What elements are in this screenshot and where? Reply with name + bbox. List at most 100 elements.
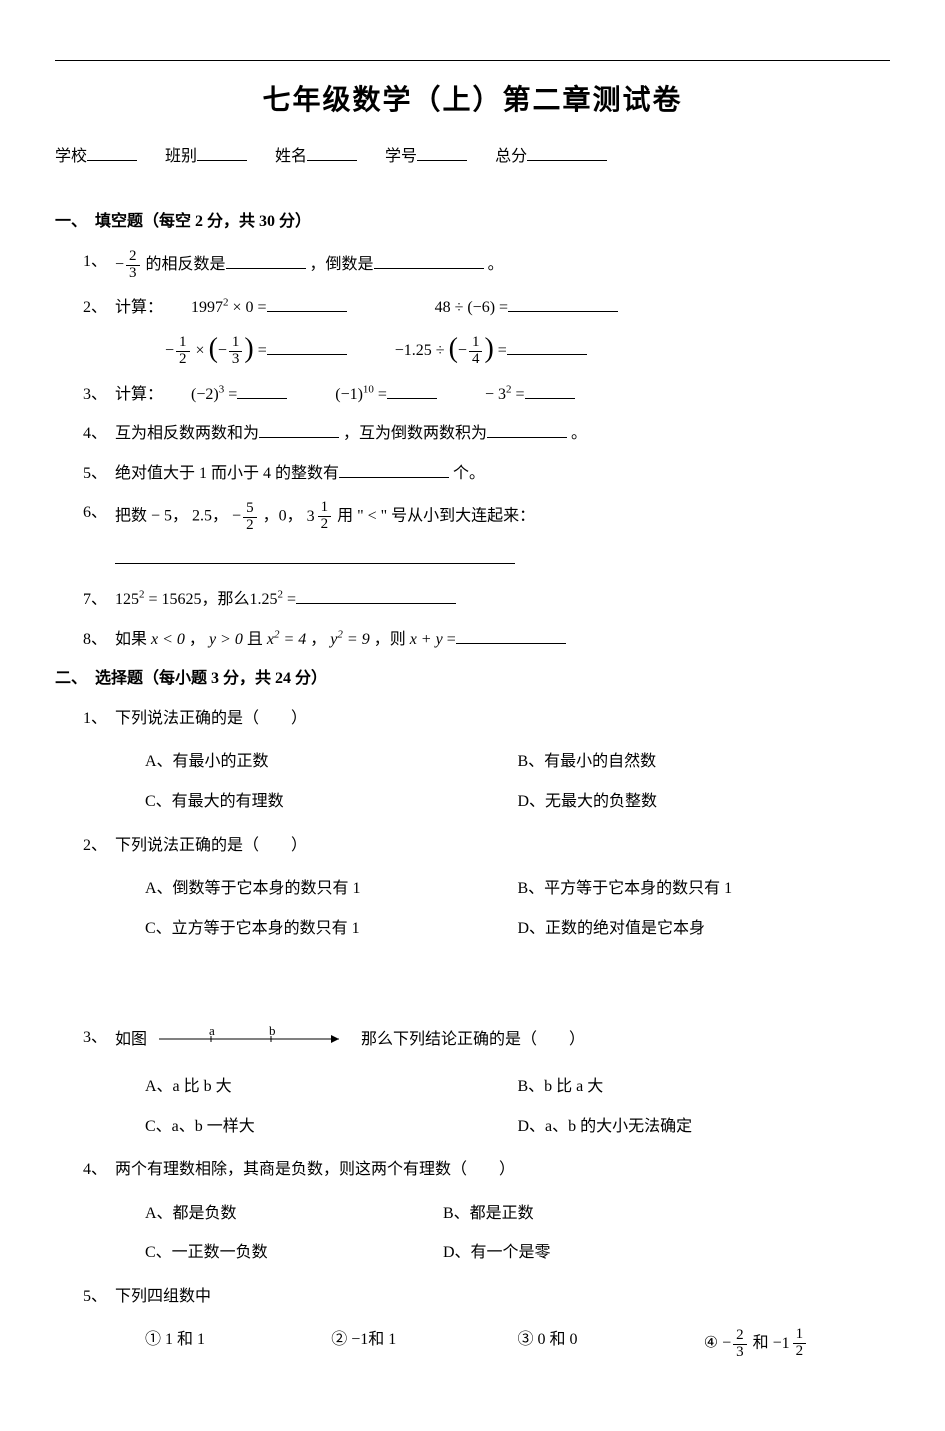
s1-q2-line2: −12 × (−13) = −1.25 ÷ (−14) =	[165, 335, 890, 368]
expr: (−2)3 =	[191, 386, 237, 403]
q-num: 1、	[83, 249, 107, 275]
item-3: ③ 0 和 0	[518, 1323, 704, 1364]
blank-school[interactable]	[87, 144, 137, 161]
option-a[interactable]: A、有最小的正数	[145, 745, 518, 779]
number-line-icon: a b	[159, 1025, 349, 1056]
s2-q2: 2、 下列说法正确的是（ ）	[115, 833, 890, 859]
q-num: 3、	[83, 1025, 107, 1051]
option-b[interactable]: B、b 比 a 大	[518, 1070, 891, 1104]
neg: −	[165, 342, 174, 359]
blank[interactable]	[508, 295, 618, 312]
blank-score[interactable]	[527, 144, 607, 161]
expr: (−1)10 =	[335, 386, 387, 403]
frac: 12	[176, 335, 190, 368]
option-c[interactable]: C、a、b 一样大	[145, 1110, 518, 1144]
label-id: 学号	[385, 148, 417, 165]
option-b[interactable]: B、平方等于它本身的数只有 1	[518, 872, 891, 906]
label-class: 班别	[165, 148, 197, 165]
stem: 下列说法正确的是（ ）	[115, 837, 307, 854]
s2-q2-options: A、倒数等于它本身的数只有 1 B、平方等于它本身的数只有 1 C、立方等于它本…	[145, 872, 890, 945]
blank[interactable]	[507, 338, 587, 355]
blank[interactable]	[267, 338, 347, 355]
expr: − 32 =	[485, 386, 525, 403]
q-num: 5、	[83, 1284, 107, 1310]
s2-q3: 3、 如图 a b 那么下列结论正确的是（ ）	[115, 1025, 890, 1056]
section2-heading: 二、 选择题（每小题 3 分，共 24 分）	[55, 666, 890, 692]
s1-q6: 6、 把数 − 5， 2.5， −52 ，0， 312 用 " < " 号从小到…	[115, 500, 890, 533]
frac: 14	[469, 335, 483, 368]
blank[interactable]	[237, 382, 287, 399]
text: 的相反数是	[146, 256, 226, 273]
s1-q6-answerline	[115, 547, 890, 573]
blank[interactable]	[525, 382, 575, 399]
item-4: ④ −23 和 −112	[704, 1323, 890, 1364]
option-d[interactable]: D、正数的绝对值是它本身	[518, 912, 891, 946]
s1-q7: 7、 1252 = 15625，那么1.252 =	[115, 587, 890, 613]
item-2: ② −1和 1	[331, 1323, 517, 1364]
label-score: 总分	[495, 148, 527, 165]
q-num: 1、	[83, 706, 107, 732]
text: ，倒数是	[310, 256, 374, 273]
s2-q4-options: A、都是负数 B、都是正数 C、一正数一负数 D、有一个是零	[145, 1197, 890, 1270]
blank-class[interactable]	[197, 144, 247, 161]
section1-heading: 一、 填空题（每空 2 分，共 30 分）	[55, 209, 890, 235]
q-num: 4、	[83, 1157, 107, 1183]
option-c[interactable]: C、有最大的有理数	[145, 785, 518, 819]
blank[interactable]	[115, 547, 515, 564]
item-1: ① 1 和 1	[145, 1323, 331, 1364]
svg-text:b: b	[269, 1025, 276, 1038]
s2-q5-items: ① 1 和 1 ② −1和 1 ③ 0 和 0 ④ −23 和 −112	[145, 1323, 890, 1364]
expr: 19972 × 0 =	[191, 299, 267, 316]
stem: 下列四组数中	[115, 1288, 211, 1305]
label-name: 姓名	[275, 148, 307, 165]
spacer	[55, 951, 890, 1011]
s2-q1-options: A、有最小的正数 B、有最小的自然数 C、有最大的有理数 D、无最大的负整数	[145, 745, 890, 818]
s2-q3-options: A、a 比 b 大 B、b 比 a 大 C、a、b 一样大 D、a、b 的大小无…	[145, 1070, 890, 1143]
option-a[interactable]: A、倒数等于它本身的数只有 1	[145, 872, 518, 906]
s1-q4: 4、 互为相反数两数和为 ，互为倒数两数积为 。	[115, 421, 890, 447]
mixed-number: 312	[307, 500, 334, 533]
s1-q8: 8、 如果 x < 0 ， y > 0 且 x2 = 4 ， y2 = 9 ，则…	[115, 627, 890, 653]
stem: 下列说法正确的是（ ）	[115, 710, 307, 727]
option-b[interactable]: B、有最小的自然数	[518, 745, 891, 779]
q-num: 2、	[83, 833, 107, 859]
blank[interactable]	[226, 252, 306, 269]
s2-q4: 4、 两个有理数相除，其商是负数，则这两个有理数（ ）	[115, 1157, 890, 1183]
blank[interactable]	[296, 587, 456, 604]
option-a[interactable]: A、a 比 b 大	[145, 1070, 518, 1104]
blank[interactable]	[387, 382, 437, 399]
q-num: 8、	[83, 627, 107, 653]
option-d[interactable]: D、有一个是零	[443, 1236, 741, 1270]
student-info-line: 学校 班别 姓名 学号 总分	[55, 144, 890, 170]
blank[interactable]	[267, 295, 347, 312]
s2-q1: 1、 下列说法正确的是（ ）	[115, 706, 890, 732]
label-school: 学校	[55, 148, 87, 165]
blank-name[interactable]	[307, 144, 357, 161]
option-b[interactable]: B、都是正数	[443, 1197, 741, 1231]
option-c[interactable]: C、立方等于它本身的数只有 1	[145, 912, 518, 946]
option-d[interactable]: D、无最大的负整数	[518, 785, 891, 819]
svg-text:a: a	[209, 1025, 215, 1038]
text: 。	[488, 256, 504, 273]
s1-q1: 1、 −23 的相反数是 ，倒数是 。	[115, 249, 890, 282]
blank[interactable]	[259, 421, 339, 438]
blank[interactable]	[339, 461, 449, 478]
option-c[interactable]: C、一正数一负数	[145, 1236, 443, 1270]
option-a[interactable]: A、都是负数	[145, 1197, 443, 1231]
q-num: 4、	[83, 421, 107, 447]
blank[interactable]	[487, 421, 567, 438]
q-num: 7、	[83, 587, 107, 613]
q-num: 6、	[83, 500, 107, 526]
blank-id[interactable]	[417, 144, 467, 161]
blank[interactable]	[374, 252, 484, 269]
option-d[interactable]: D、a、b 的大小无法确定	[518, 1110, 891, 1144]
top-rule	[55, 60, 890, 61]
q-num: 3、	[83, 382, 107, 408]
blank[interactable]	[456, 627, 566, 644]
s1-q3: 3、 计算： (−2)3 = (−1)10 = − 32 =	[115, 382, 890, 408]
frac: 52	[243, 501, 257, 534]
s1-q2: 2、 计算： 19972 × 0 = 48 ÷ (−6) =	[115, 295, 890, 321]
q-num: 5、	[83, 461, 107, 487]
expr: 48 ÷ (−6) =	[435, 299, 508, 316]
page-title: 七年级数学（上）第二章测试卷	[55, 79, 890, 124]
